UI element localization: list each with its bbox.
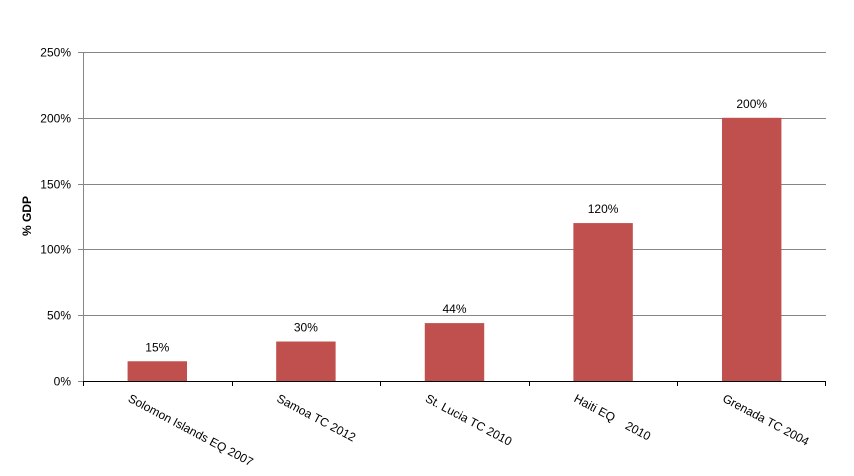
y-tick-label: 0% [54, 375, 72, 389]
y-tick-label: 50% [47, 309, 71, 323]
data-label: 44% [442, 302, 466, 316]
data-label: 200% [736, 97, 767, 111]
axes [78, 52, 826, 386]
x-category-label: Samoa TC 2012 [274, 391, 358, 444]
data-label: 15% [145, 340, 169, 354]
y-tick-label: 250% [40, 46, 71, 60]
bar [573, 223, 633, 381]
bar [424, 323, 485, 381]
y-tick-label: 200% [40, 112, 71, 126]
y-axis-title: % GDP [20, 196, 34, 236]
x-category-label: St. Lucia TC 2010 [423, 391, 514, 449]
data-label: 30% [294, 321, 318, 335]
data-label: 120% [588, 202, 619, 216]
bar [276, 341, 336, 381]
x-category-label: Haiti EQ 2010 [572, 391, 654, 443]
y-tick-label: 150% [40, 178, 71, 192]
bars [127, 117, 782, 382]
x-category-label: Grenada TC 2004 [720, 391, 811, 449]
labels: 0% 50% 100% 150% 200% 250% 15% Solomon Islands … [40, 46, 811, 470]
bar [721, 117, 782, 382]
x-category-label: Solomon Islands EQ 2007 [126, 391, 256, 469]
bar [127, 361, 188, 381]
y-tick-label: 100% [40, 243, 71, 257]
gridlines [83, 52, 826, 316]
